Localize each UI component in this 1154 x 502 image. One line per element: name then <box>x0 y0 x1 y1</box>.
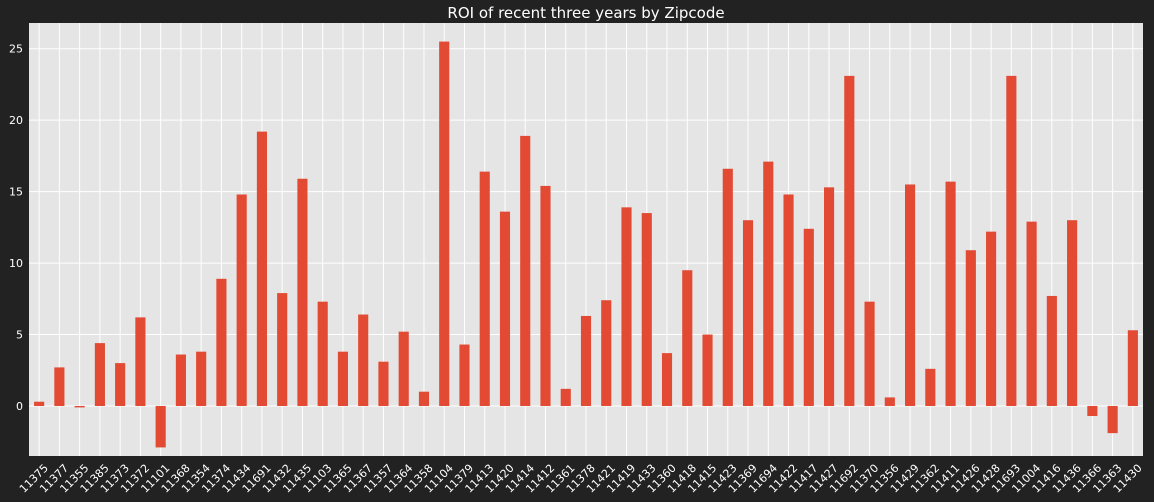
bar-11413 <box>479 171 490 406</box>
bar-11434 <box>236 194 247 406</box>
y-tick-label: 10 <box>9 257 23 270</box>
bar-11373 <box>115 363 126 406</box>
bar-11433 <box>641 213 652 406</box>
bar-11379 <box>459 344 470 406</box>
bar-11423 <box>722 168 733 406</box>
bar-11427 <box>823 187 835 406</box>
bar-11430 <box>1127 330 1138 406</box>
bar-11420 <box>499 211 511 406</box>
bar-11004 <box>1026 221 1037 406</box>
bar-11432 <box>277 293 288 406</box>
bar-11104 <box>439 41 450 406</box>
bar-11101 <box>155 405 166 448</box>
bar-11428 <box>986 231 997 406</box>
bar-11375 <box>34 401 45 406</box>
bar-11416 <box>1046 295 1057 406</box>
bar-11356 <box>884 397 895 406</box>
bar-11360 <box>661 353 673 406</box>
bar-11366 <box>1087 405 1098 416</box>
bar-11365 <box>337 351 349 406</box>
bar-11363 <box>1107 405 1118 434</box>
bar-11694 <box>763 161 774 406</box>
bar-11415 <box>702 334 713 406</box>
bar-11412 <box>540 185 551 406</box>
bars <box>34 41 1138 448</box>
y-tick-label: 20 <box>9 114 23 127</box>
bar-11429 <box>905 184 916 406</box>
bar-11385 <box>94 343 105 406</box>
bar-11377 <box>54 367 65 406</box>
bar-11374 <box>216 278 227 406</box>
y-tick-label: 5 <box>16 329 23 342</box>
bar-11414 <box>520 135 531 406</box>
bar-11411 <box>945 181 956 406</box>
bar-11103 <box>317 301 328 406</box>
bar-11417 <box>803 228 814 406</box>
bar-11358 <box>418 391 430 406</box>
bar-11357 <box>378 361 389 406</box>
bar-11426 <box>965 250 976 406</box>
y-tick-label: 15 <box>9 186 23 199</box>
bar-11378 <box>580 315 592 406</box>
y-axis: 0 5 10 15 20 25 <box>9 43 23 413</box>
bar-11362 <box>925 368 936 406</box>
bar-11436 <box>1067 220 1078 406</box>
bar-11370 <box>864 301 875 406</box>
bar-11355 <box>74 405 85 408</box>
bar-11422 <box>783 194 794 406</box>
bar-11691 <box>256 131 267 406</box>
bar-11692 <box>844 75 855 406</box>
bar-11372 <box>135 317 146 406</box>
chart-title: ROI of recent three years by Zipcode <box>447 4 724 22</box>
bar-11369 <box>742 220 754 406</box>
bar-11367 <box>358 314 369 406</box>
bar-11364 <box>398 331 409 406</box>
y-tick-label: 25 <box>9 43 23 56</box>
bar-11421 <box>601 300 612 406</box>
bar-11368 <box>175 354 186 406</box>
y-tick-label: 0 <box>16 400 23 413</box>
bar-11693 <box>1006 75 1017 406</box>
bar-11435 <box>297 178 308 406</box>
bar-11361 <box>560 388 571 406</box>
bar-11354 <box>196 351 207 406</box>
bar-11419 <box>621 207 632 406</box>
bar-11418 <box>682 270 693 406</box>
